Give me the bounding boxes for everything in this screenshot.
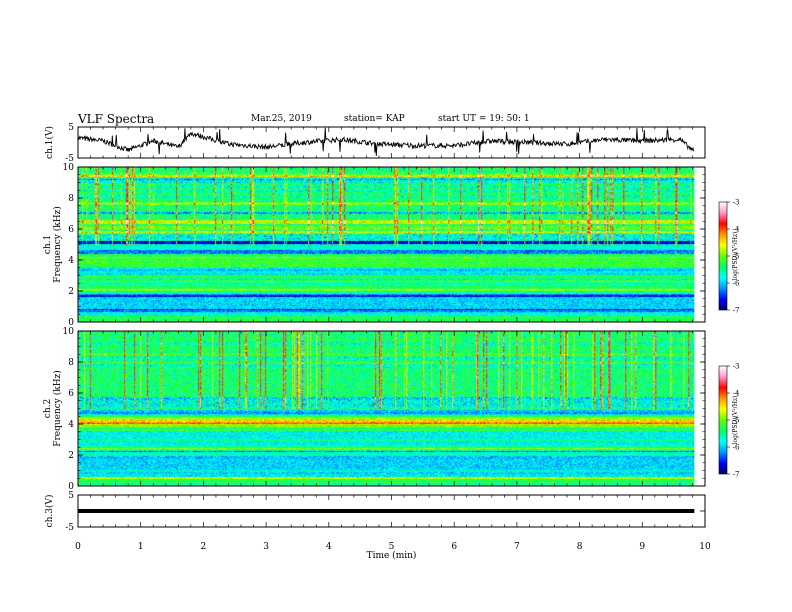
x-tick-label: 2: [201, 542, 207, 552]
y-tick-label: 2: [68, 451, 74, 461]
colorbar-tick-label: -4: [733, 390, 740, 398]
ch1-waveform-line: [77, 127, 695, 157]
station-label: station= KAP: [344, 114, 405, 124]
y-axis-label: ch.1(V): [44, 126, 55, 159]
y-tick-label: 6: [68, 389, 74, 399]
y-tick-label: 4: [68, 420, 74, 430]
colorbar-tick-label: -3: [733, 199, 740, 207]
colorbar-tick-label: -6: [733, 280, 740, 288]
date-label: Mar.25, 2019: [251, 114, 312, 124]
colorbar-ch2-spectrogram: [718, 365, 728, 475]
y-tick-label: 6: [68, 225, 74, 235]
x-axis-label: Time (min): [367, 550, 417, 561]
figure-title: VLF Spectra: [78, 112, 155, 126]
colorbar-tick-label: -4: [733, 226, 740, 234]
spectrogram-image-ch2-spectrogram: [78, 331, 695, 486]
start-time-label: start UT = 19: 50: 1: [438, 114, 530, 124]
x-tick-label: 6: [451, 542, 457, 552]
y-tick-label: -5: [65, 523, 74, 533]
y-tick-label: 5: [68, 491, 74, 501]
y-tick-label: 2: [68, 287, 74, 297]
y-tick-label: 5: [68, 123, 74, 133]
colorbar-tick-label: -5: [733, 417, 740, 425]
colorbar-label: log(PSD)(V²/Hz): [732, 396, 739, 445]
y-axis-label: ch.3(V): [44, 495, 55, 528]
x-tick-label: 4: [326, 542, 332, 552]
y-tick-label: 10: [63, 327, 75, 337]
y-tick-label: 8: [68, 358, 74, 368]
colorbar-ch1-spectrogram: [718, 201, 728, 311]
colorbar-tick-label: -6: [733, 444, 740, 452]
panel-channel-label: ch.1: [43, 235, 53, 254]
y-axis-label: Frequency (kHz): [52, 206, 63, 283]
x-tick-label: 0: [75, 542, 81, 552]
x-tick-label: 8: [577, 542, 583, 552]
y-tick-label: 8: [68, 194, 74, 204]
y-tick-label: 0: [68, 482, 74, 492]
colorbar-tick-label: -5: [733, 253, 740, 261]
x-tick-label: 5: [389, 542, 395, 552]
colorbar-tick-label: -3: [733, 363, 740, 371]
y-tick-label: 10: [63, 163, 75, 173]
colorbar-tick-label: -7: [733, 471, 740, 479]
colorbar-label: log(PSD)(V²/Hz): [732, 232, 739, 281]
y-tick-label: 0: [68, 318, 74, 328]
x-tick-label: 1: [138, 542, 144, 552]
y-tick-label: -5: [65, 154, 74, 164]
y-tick-label: 4: [68, 256, 74, 266]
panel-channel-label: ch.2: [43, 399, 53, 418]
x-tick-label: 7: [514, 542, 520, 552]
y-axis-label: Frequency (kHz): [52, 370, 63, 447]
colorbar-tick-label: -7: [733, 307, 740, 315]
x-tick-label: 9: [639, 542, 645, 552]
x-tick-label: 10: [699, 542, 711, 552]
spectrogram-image-ch1-spectrogram: [78, 167, 695, 322]
x-tick-label: 3: [263, 542, 269, 552]
